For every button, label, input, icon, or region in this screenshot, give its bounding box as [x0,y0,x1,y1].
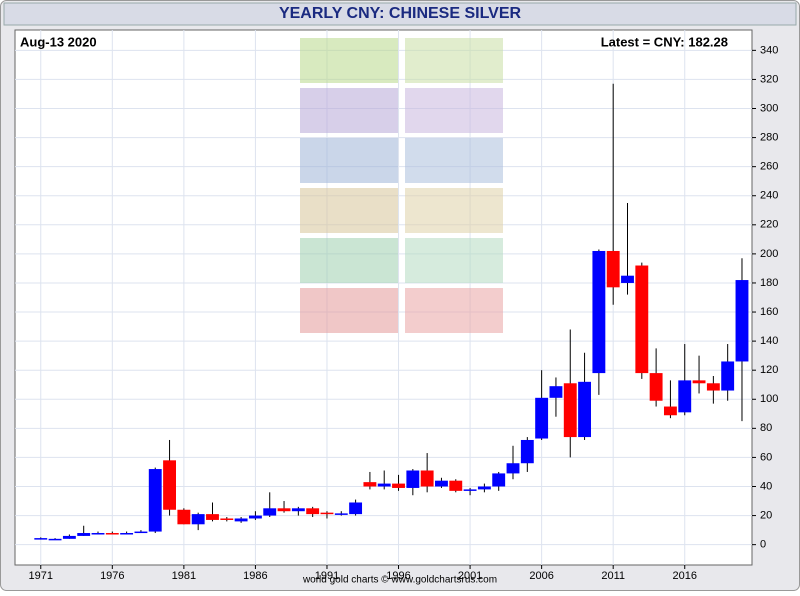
candle-body [406,470,420,488]
candle-body [134,531,148,534]
candle-body [435,480,448,487]
candle-body [77,533,91,536]
candle-body [535,397,549,439]
date-label: Aug-13 2020 [20,34,97,49]
candle-body [363,482,377,487]
candle-body [191,514,205,525]
note [300,138,398,183]
y-tick-label: 240 [760,190,778,202]
x-tick-label: 1981 [172,570,196,582]
candle-body [377,483,391,487]
footer: world gold charts © www.goldchartsrus.co… [302,575,497,586]
candle-body [248,515,262,519]
note [405,138,503,183]
note [405,38,503,83]
candle-body [721,361,735,391]
x-tick-label: 1996 [386,570,410,582]
candle-body [263,508,277,516]
candle-body [334,513,348,515]
candle-body [220,518,234,520]
candle-body [420,470,434,487]
candle-body [148,469,162,532]
candle-body [563,383,577,438]
y-tick-label: 20 [760,509,772,521]
candle-body [706,383,720,391]
y-tick-label: 160 [760,306,778,318]
y-tick-label: 40 [760,480,772,492]
candle-body [62,535,76,539]
note [300,188,398,233]
y-tick-label: 300 [760,102,778,114]
y-tick-label: 80 [760,422,772,434]
banknotes [300,38,503,333]
candle-body [635,265,649,374]
note [300,238,398,283]
x-tick-label: 1976 [100,570,124,582]
y-tick-label: 200 [760,248,778,260]
x-tick-label: 1986 [243,570,267,582]
candle-body [105,533,119,535]
candle-body [606,250,620,288]
x-tick-label: 2001 [458,570,482,582]
candle-body [520,439,534,464]
candle-body [392,483,405,488]
candle-body [206,514,219,520]
x-tick-label: 2011 [601,570,625,582]
candle-body [48,538,62,541]
y-tick-label: 220 [760,219,778,231]
y-tick-label: 120 [760,364,778,376]
note [405,288,503,333]
candle-body [477,486,491,490]
candle-body [177,509,191,525]
title-bar [3,2,797,26]
candle-body [663,406,677,416]
candle-body [692,380,706,384]
candle-body [234,518,248,522]
y-tick-label: 100 [760,393,778,405]
candle-body [320,512,334,515]
y-tick-label: 60 [760,451,772,463]
y-tick-label: 280 [760,131,778,143]
candle-body [349,502,363,515]
candle-body [549,386,563,398]
candle-body [34,538,48,540]
x-tick-label: 2016 [672,570,696,582]
x-tick-label: 2006 [529,570,553,582]
candle-body [678,380,692,413]
candle-body [592,250,606,374]
candle-body [463,489,477,491]
candle-body [735,280,749,362]
y-tick-label: 180 [760,277,778,289]
note [300,288,398,333]
note [405,238,503,283]
candle-body [120,533,134,535]
note [300,88,398,133]
candle-body [291,508,305,512]
candle-body [506,463,520,474]
y-tick-label: 140 [760,335,778,347]
candle-body [306,508,320,515]
y-tick-label: 260 [760,161,778,173]
candle-body [492,473,506,487]
chart-title: YEARLY CNY: CHINESE SILVER [279,5,522,22]
candle-body [449,480,463,491]
candle-body [277,508,291,512]
candle-body [578,381,592,438]
latest-label: Latest = CNY: 182.28 [601,34,728,49]
note [405,188,503,233]
candle-body [91,533,105,535]
note [300,38,398,83]
y-tick-label: 320 [760,73,778,85]
y-tick-label: 340 [760,44,778,56]
y-tick-label: 0 [760,539,766,551]
x-tick-label: 1991 [315,570,339,582]
candle-body [621,275,634,283]
x-tick-label: 1971 [29,570,53,582]
candle-body [163,460,176,510]
candle-body [649,373,663,401]
note [405,88,503,133]
